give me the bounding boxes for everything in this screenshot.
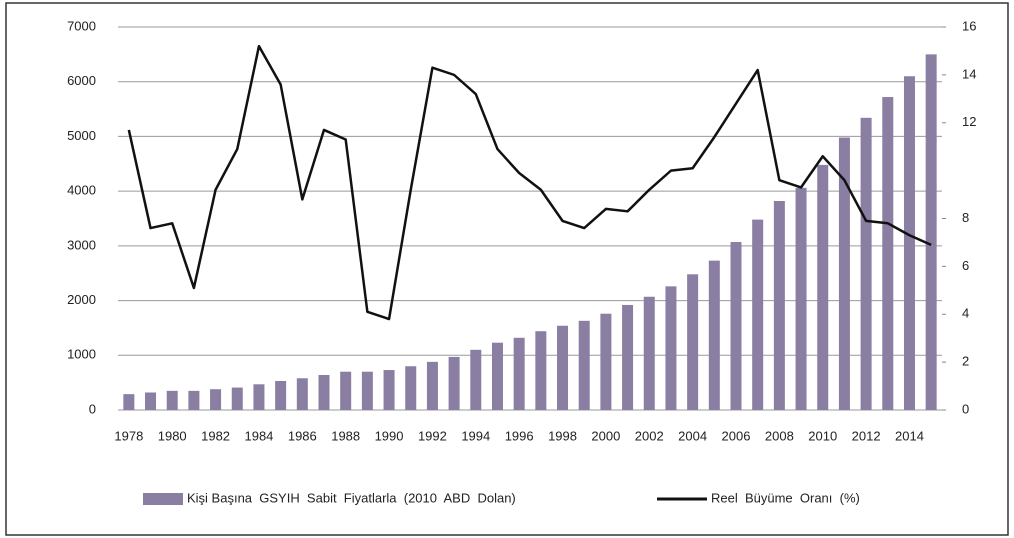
x-tick-label: 2010	[808, 428, 837, 443]
y-tick-label: 1000	[67, 347, 96, 362]
bar	[210, 389, 222, 410]
x-tick-label: 1982	[201, 428, 230, 443]
x-tick-label: 2000	[591, 428, 620, 443]
bar	[318, 374, 330, 410]
bar	[752, 219, 764, 410]
bar	[557, 325, 569, 410]
legend-label: Reel Büyüme Oranı (%)	[711, 490, 860, 505]
y-tick-label: 7000	[67, 18, 96, 33]
line	[127, 44, 932, 321]
y-tick-label: 4000	[67, 183, 96, 198]
bar	[405, 366, 417, 410]
bar	[340, 371, 352, 410]
x-tick-label: 2008	[765, 428, 794, 443]
y-tick-label: 6000	[67, 73, 96, 88]
x-tick-label: 1984	[244, 428, 273, 443]
bar	[882, 97, 894, 410]
x-tick-label: 1990	[375, 428, 404, 443]
y-tick-label: 5000	[67, 128, 96, 143]
bar	[903, 76, 915, 410]
y-tick-label: 0	[89, 401, 96, 416]
y2-tick-label: 6	[962, 258, 969, 273]
bar	[448, 356, 460, 410]
bar	[166, 390, 178, 410]
y2-tick-label: 12	[962, 114, 976, 129]
bar	[513, 337, 525, 410]
bar	[426, 361, 438, 410]
y2-tick-label: 16	[962, 18, 976, 33]
x-tick-label: 1998	[548, 428, 577, 443]
bar	[361, 371, 373, 410]
legend-swatch	[143, 493, 183, 505]
x-tick-label: 2004	[678, 428, 707, 443]
legend-label: Kişi Başına GSYIH Sabit Fiyatlarla (2010…	[187, 490, 516, 505]
bar	[275, 381, 287, 410]
bar	[145, 392, 157, 410]
y2-tick-label: 0	[962, 401, 969, 416]
x-tick-label: 1994	[461, 428, 490, 443]
chart-border	[5, 2, 1009, 536]
bar	[622, 304, 634, 410]
bar	[470, 349, 482, 410]
bar	[708, 260, 720, 410]
bar	[665, 286, 677, 410]
bar	[188, 390, 200, 410]
x-tick-label: 2002	[635, 428, 664, 443]
y-tick-label: 2000	[67, 292, 96, 307]
bar	[253, 384, 265, 410]
x-tick-label: 1986	[288, 428, 317, 443]
y2-tick-label: 4	[962, 306, 969, 321]
bar	[231, 387, 243, 410]
x-tick-label: 1988	[331, 428, 360, 443]
bar	[296, 378, 308, 410]
bar	[730, 242, 742, 410]
bar	[687, 274, 699, 410]
bar	[383, 370, 395, 410]
bar	[643, 296, 655, 410]
y2-tick-label: 2	[962, 354, 969, 369]
y2-tick-label: 8	[962, 210, 969, 225]
x-tick-label: 1978	[114, 428, 143, 443]
x-tick-label: 1980	[158, 428, 187, 443]
x-tick-label: 2014	[895, 428, 924, 443]
bar	[795, 187, 807, 410]
x-tick-label: 2006	[722, 428, 751, 443]
x-tick-label: 1996	[505, 428, 534, 443]
bar	[600, 313, 612, 410]
bar	[123, 394, 135, 410]
bar	[838, 137, 850, 410]
bar	[925, 54, 937, 410]
bar	[817, 164, 829, 410]
x-tick-label: 2012	[852, 428, 881, 443]
bar	[860, 117, 872, 410]
y-tick-label: 3000	[67, 237, 96, 252]
bar	[491, 342, 503, 410]
y2-tick-label: 14	[962, 66, 976, 81]
bar	[578, 320, 590, 410]
bar	[773, 200, 785, 410]
bar	[535, 331, 547, 410]
x-tick-label: 1992	[418, 428, 447, 443]
